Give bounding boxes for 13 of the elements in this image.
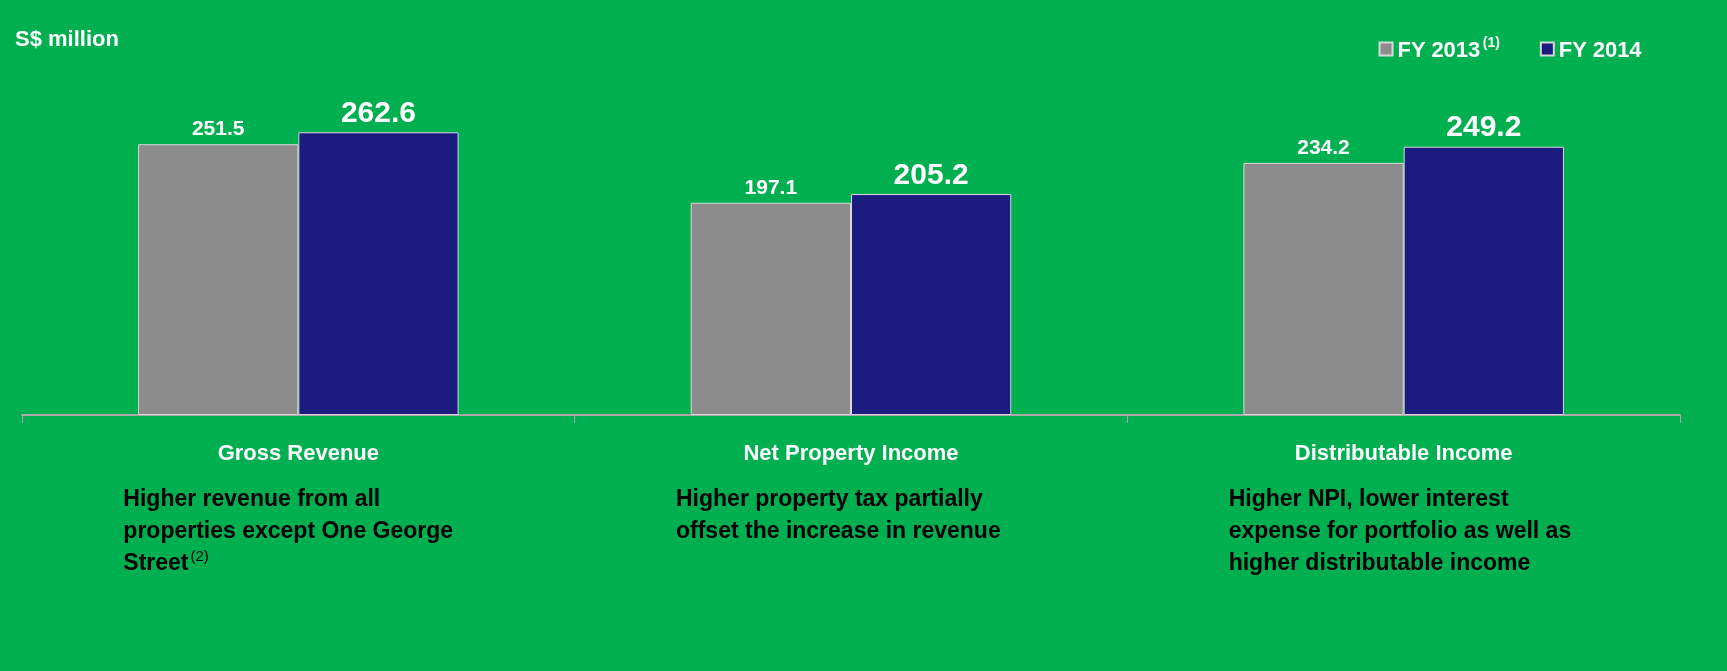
legend-label: FY 2014 [1558, 36, 1643, 62]
data-label: 197.1 [744, 174, 798, 198]
data-label: 251.5 [191, 116, 245, 140]
x-tick-label: Gross Revenue [217, 439, 380, 465]
text: Higher property tax partially offset the increase in revenue [676, 485, 1001, 543]
data-label: 234.2 [1297, 134, 1350, 158]
x-tick-label: Distributable Income [1294, 439, 1513, 465]
x-tick-label: Net Property Income [743, 439, 959, 465]
data-label: 262.6 [340, 94, 417, 128]
text: Higher NPI, lower interest expense for portfolio as well as higher distributable income [1228, 485, 1578, 575]
data-label: 205.2 [893, 156, 969, 190]
y-axis-title: S$ million [15, 25, 119, 51]
data-label: 249.2 [1446, 109, 1522, 143]
